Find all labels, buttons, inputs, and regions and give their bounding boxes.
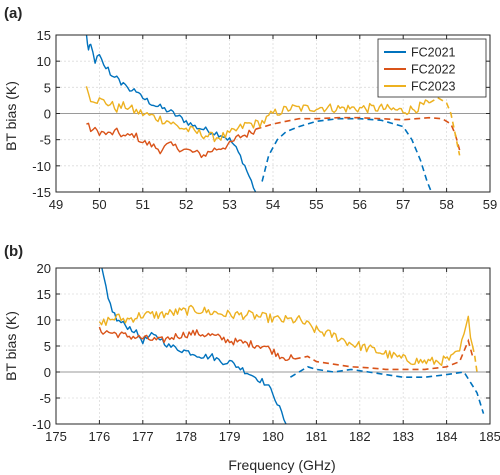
x-tick-label: 59: [483, 197, 497, 212]
series-line: [101, 268, 287, 424]
legend: FC2021 FC2022 FC2023: [377, 38, 487, 98]
series-line-dashed: [289, 365, 485, 414]
y-tick-label: -5: [39, 133, 51, 148]
x-tick-label: 58: [439, 197, 453, 212]
y-tick-label: -10: [32, 159, 51, 174]
x-tick-label: 51: [136, 197, 150, 212]
y-tick-label: 10: [37, 313, 51, 328]
x-tick-label: 185: [479, 429, 500, 444]
y-tick-label: 0: [44, 107, 51, 122]
series-line-dashed: [261, 117, 433, 192]
series-line: [98, 304, 474, 366]
x-tick-label: 181: [306, 429, 328, 444]
x-tick-label: 55: [309, 197, 323, 212]
legend-entry: FC2022: [411, 63, 456, 77]
y-tick-label: 10: [37, 54, 51, 69]
series-line: [85, 86, 430, 143]
x-tick-label: 175: [45, 429, 67, 444]
y-tick-label: 15: [37, 287, 51, 302]
x-tick-label: 50: [92, 197, 106, 212]
x-tick-label: 49: [49, 197, 63, 212]
panel-label: (b): [4, 243, 23, 260]
y-tick-label: 20: [37, 261, 51, 276]
x-tick-label: 176: [89, 429, 111, 444]
x-tick-label: 182: [349, 429, 371, 444]
legend-entry: FC2023: [411, 80, 456, 94]
x-axis-label: Frequency (GHz): [228, 457, 335, 473]
x-tick-label: 178: [175, 429, 197, 444]
panel-label: (a): [4, 5, 22, 22]
panel-b: (b) BT bias (K) Frequency (GHz) 175 176 17…: [3, 243, 500, 473]
series-line-dashed: [471, 345, 478, 373]
series-line: [85, 35, 257, 192]
x-tick-label: 52: [179, 197, 193, 212]
legend-entry: FC2021: [411, 46, 456, 60]
y-tick-label: 5: [44, 339, 51, 354]
plot-area: [98, 268, 485, 424]
y-tick-label: -15: [32, 185, 51, 200]
y-tick-label: 5: [44, 80, 51, 95]
x-tick-label: 177: [132, 429, 154, 444]
y-tick-label: -5: [39, 391, 51, 406]
x-tick-label: 53: [222, 197, 236, 212]
x-tick-label: 179: [219, 429, 241, 444]
y-axis-label: BT bias (K): [3, 311, 19, 381]
y-tick-label: 15: [37, 28, 51, 43]
panel-a: (a) BT bias (K) 49 50 51 52 53 54 55 56 57 58 59-1…: [3, 5, 497, 212]
x-tick-label: 180: [262, 429, 284, 444]
y-tick-label: 0: [44, 365, 51, 380]
y-axis-label: BT bias (K): [3, 81, 19, 151]
x-tick-label: 54: [266, 197, 280, 212]
series-line: [86, 122, 257, 159]
series-line-dashed: [255, 116, 461, 151]
x-tick-label: 183: [392, 429, 414, 444]
x-tick-label: 57: [396, 197, 410, 212]
y-tick-label: -10: [32, 417, 51, 432]
series-line-dashed: [294, 338, 474, 371]
series-line-dashed: [428, 96, 461, 156]
x-tick-label: 184: [436, 429, 458, 444]
series-line: [98, 326, 296, 361]
plot-area: [85, 35, 461, 192]
x-tick-label: 56: [353, 197, 367, 212]
